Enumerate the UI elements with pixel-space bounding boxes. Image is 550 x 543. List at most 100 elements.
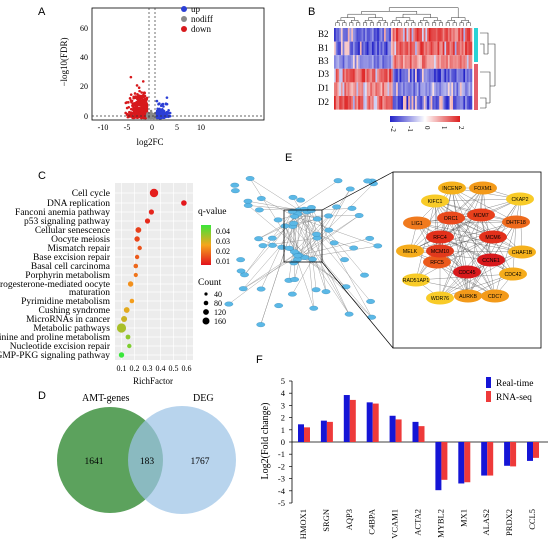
heatmap-cell bbox=[408, 68, 411, 83]
volcano-point-down bbox=[138, 108, 141, 112]
heatmap-cell bbox=[375, 55, 378, 69]
qvalue-legend-title: q-value bbox=[198, 207, 227, 217]
heatmap-cell bbox=[399, 68, 402, 83]
heatmap-cell bbox=[461, 55, 464, 69]
volcano-point-down bbox=[125, 101, 129, 104]
enrichment-x-tick: 0.5 bbox=[169, 364, 179, 373]
heatmap-cell bbox=[358, 55, 361, 69]
heatmap-cell bbox=[359, 28, 362, 42]
network-edge bbox=[249, 178, 300, 211]
heatmap-cell bbox=[432, 28, 435, 42]
heatmap-cell bbox=[349, 41, 352, 56]
heatmap-cell bbox=[447, 96, 450, 110]
network-node bbox=[257, 196, 266, 201]
heatmap-cell bbox=[334, 68, 337, 83]
heatmap-cell bbox=[378, 41, 381, 56]
network-edge bbox=[298, 215, 360, 256]
pathway-bubble bbox=[118, 352, 125, 358]
volcano-point-down bbox=[133, 116, 137, 119]
heatmap-cell bbox=[347, 68, 350, 83]
volcano-point-down bbox=[136, 93, 139, 96]
heatmap-cell bbox=[444, 96, 447, 110]
volcano-x-tick: 10 bbox=[197, 123, 205, 132]
heatmap-cell bbox=[375, 28, 378, 42]
heatmap-cell bbox=[449, 82, 452, 96]
bar-rnaseq bbox=[326, 421, 333, 442]
venn-label-deg: DEG bbox=[193, 393, 214, 404]
network-node bbox=[268, 235, 277, 241]
heatmap-cell bbox=[421, 82, 424, 96]
network-node bbox=[333, 178, 343, 184]
network-edge bbox=[294, 215, 329, 252]
heatmap-cell bbox=[378, 28, 381, 42]
heatmap-cell bbox=[408, 96, 411, 110]
heatmap-cell bbox=[447, 82, 450, 96]
heatmap-cell bbox=[365, 96, 368, 110]
hub-gene-ellipse bbox=[423, 255, 451, 269]
heatmap-cell bbox=[411, 41, 414, 56]
heatmap-cell bbox=[444, 68, 447, 83]
heatmap-cell bbox=[463, 55, 466, 69]
heatmap-cell bbox=[428, 82, 431, 96]
pathway-label: Arginine and proline metabolism bbox=[0, 333, 111, 343]
heatmap-cell bbox=[453, 28, 456, 42]
volcano-point-nodiff bbox=[150, 111, 153, 115]
heatmap-cell bbox=[349, 28, 352, 42]
network-node bbox=[254, 236, 263, 242]
heatmap-cell bbox=[420, 82, 423, 96]
heatmap-cell bbox=[421, 68, 424, 83]
hub-edge bbox=[450, 217, 496, 297]
heatmap-cell bbox=[335, 68, 338, 83]
network-node bbox=[308, 256, 317, 262]
heatmap-cell bbox=[413, 55, 416, 69]
heatmap-cell bbox=[339, 55, 342, 69]
heatmap-cell bbox=[463, 68, 466, 83]
heatmap-cell bbox=[449, 55, 452, 69]
heatmap-row-label: D2 bbox=[318, 97, 329, 107]
heatmap-cell bbox=[425, 96, 428, 110]
volcano-point-up bbox=[167, 109, 170, 112]
hub-gene-label: RFC5 bbox=[430, 260, 444, 266]
network-edge bbox=[243, 210, 312, 289]
heatmap-cell bbox=[370, 82, 373, 96]
heatmap-cell bbox=[387, 28, 390, 42]
volcano-point-up bbox=[165, 96, 169, 99]
bar-y-tick: 3 bbox=[281, 400, 285, 410]
heatmap-cell bbox=[349, 96, 352, 110]
count-legend-tick: 80 bbox=[214, 299, 222, 308]
hub-edge bbox=[409, 250, 496, 297]
network-edge bbox=[289, 226, 293, 249]
heatmap-cell bbox=[444, 41, 447, 56]
volcano-point-down bbox=[132, 112, 135, 115]
heatmap-cell bbox=[415, 96, 418, 110]
network-edge bbox=[294, 211, 308, 252]
heatmap-cell bbox=[408, 41, 411, 56]
bar-y-tick: -1 bbox=[278, 449, 285, 459]
hub-gene-ellipse bbox=[426, 244, 454, 258]
pathway-label: maturation bbox=[69, 288, 110, 298]
hub-gene-label: INCENP bbox=[442, 186, 462, 192]
heatmap-cell bbox=[377, 28, 380, 42]
network-node bbox=[289, 220, 298, 226]
heatmap-cell bbox=[370, 96, 373, 110]
heatmap-cell bbox=[334, 82, 337, 96]
heatmap-cell bbox=[361, 68, 364, 83]
hub-gene-node: CCNE1 bbox=[477, 253, 505, 267]
heatmap-cell bbox=[366, 28, 369, 42]
heatmap-cell bbox=[418, 41, 421, 56]
hub-gene-ellipse bbox=[426, 291, 454, 305]
hub-gene-ellipse bbox=[502, 215, 530, 229]
heatmap-cell bbox=[456, 82, 459, 96]
volcano-legend: up nodiff down bbox=[181, 4, 213, 34]
heatmap-cell bbox=[354, 28, 357, 42]
hub-gene-node: CDC7 bbox=[481, 289, 509, 303]
heatmap-cell bbox=[423, 55, 426, 69]
panel-letter-a: A bbox=[38, 6, 46, 18]
volcano-point-down bbox=[136, 106, 139, 110]
volcano-point-up bbox=[159, 104, 163, 108]
hub-gene-ellipse bbox=[396, 244, 424, 258]
heatmap-cell bbox=[380, 68, 383, 83]
heatmap-cell bbox=[451, 82, 454, 96]
heatmap-cell bbox=[346, 55, 349, 69]
hub-gene-label: CDC45 bbox=[458, 270, 475, 276]
